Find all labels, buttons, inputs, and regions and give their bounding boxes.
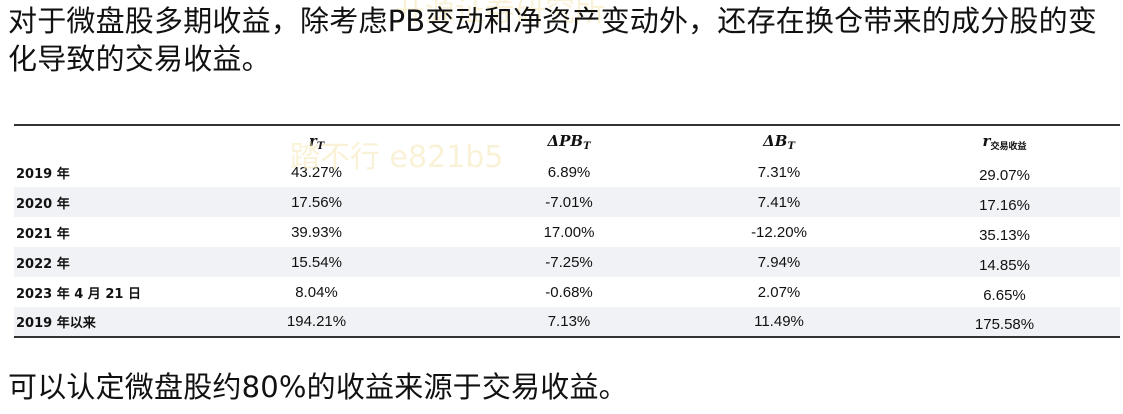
cell-trading-return: 17.16%	[979, 196, 1030, 214]
cell-book-change: 2.07%	[757, 283, 801, 301]
returns-decomposition-table: rT ΔPBT ΔBT r交易收益 2019 年 43.27% 6.89% 7.…	[14, 124, 1120, 338]
table-row: 2022 年 15.54% -7.25% 7.94% 14.85%	[14, 247, 1120, 277]
row-label: 2019 年以来	[16, 316, 96, 331]
header-book-change-sub: T	[787, 140, 795, 152]
header-total-return-main: r	[308, 131, 317, 150]
cell-book-change: 7.31%	[757, 163, 801, 181]
header-book-change-main: ΔB	[763, 131, 788, 150]
cell-total-return: 39.93%	[291, 223, 342, 241]
table-row: 2023 年 4 月 21 日 8.04% -0.68% 2.07% 6.65%	[14, 277, 1120, 307]
cell-total-return: 8.04%	[295, 283, 338, 301]
cell-book-change: 7.41%	[757, 193, 801, 211]
row-label: 2020 年	[16, 196, 70, 212]
cell-pb-change: 7.13%	[547, 313, 591, 330]
cell-book-change: 7.94%	[757, 253, 801, 271]
header-trading-return-sub: 交易收益	[990, 141, 1027, 152]
cell-pb-change: 17.00%	[543, 223, 595, 241]
cell-total-return: 17.56%	[291, 193, 342, 211]
cell-trading-return: 35.13%	[979, 226, 1030, 244]
header-trading-return-main: r	[982, 131, 991, 150]
row-label: 2022 年	[16, 256, 70, 272]
table-row: 2020 年 17.56% -7.01% 7.41% 17.16%	[14, 187, 1120, 217]
cell-trading-return: 175.58%	[974, 316, 1035, 333]
header-book-change: ΔBT	[669, 125, 889, 157]
header-trading-return: r交易收益	[889, 125, 1120, 157]
cell-total-return: 15.54%	[291, 253, 342, 271]
cell-trading-return: 14.85%	[979, 256, 1030, 274]
cell-trading-return: 6.65%	[983, 286, 1026, 304]
header-total-return-sub: T	[316, 140, 325, 152]
cell-book-change: -12.20%	[751, 223, 807, 241]
row-label: 2021 年	[16, 226, 70, 242]
cell-trading-return: 29.07%	[979, 166, 1030, 184]
cell-total-return: 43.27%	[291, 163, 342, 181]
row-label: 2023 年 4 月 21 日	[16, 286, 141, 302]
header-pb-change-main: ΔPB	[547, 131, 584, 150]
table-row: 2019 年 43.27% 6.89% 7.31% 29.07%	[14, 157, 1120, 187]
data-table: rT ΔPBT ΔBT r交易收益 2019 年 43.27% 6.89% 7.…	[14, 124, 1120, 338]
header-pb-change-sub: T	[583, 140, 591, 152]
table-header-row: rT ΔPBT ΔBT r交易收益	[14, 125, 1120, 157]
conclusion-paragraph: 可以认定微盘股约80%的收益来源于交易收益。	[8, 370, 628, 404]
table-row: 2019 年以来 194.21% 7.13% 11.49% 175.58%	[14, 307, 1120, 337]
cell-book-change: 11.49%	[754, 313, 804, 330]
cell-total-return: 194.21%	[286, 313, 347, 330]
table-row: 2021 年 39.93% 17.00% -12.20% 35.13%	[14, 217, 1120, 247]
row-label: 2019 年	[16, 166, 70, 182]
cell-pb-change: -0.68%	[545, 283, 593, 301]
header-total-return: rT	[164, 125, 469, 157]
cell-pb-change: -7.01%	[545, 193, 593, 211]
cell-pb-change: 6.89%	[547, 163, 591, 181]
header-pb-change: ΔPBT	[469, 125, 669, 157]
cell-pb-change: -7.25%	[545, 253, 593, 271]
intro-paragraph: 对于微盘股多期收益，除考虑PB变动和净资产变动外，还存在换仓带来的成分股的变化导…	[8, 4, 1097, 76]
header-period	[14, 125, 164, 157]
